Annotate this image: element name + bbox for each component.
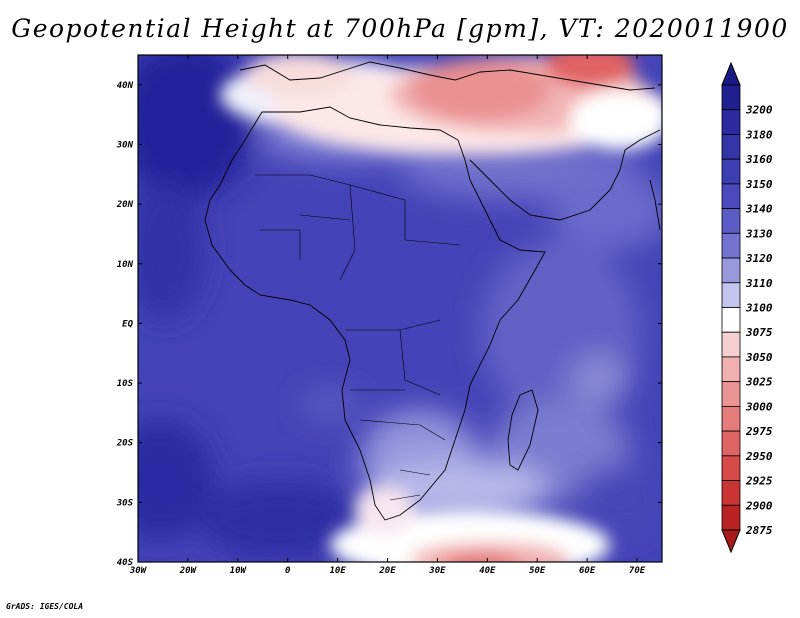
- lon-tick-label: 20W: [179, 566, 198, 576]
- map-title: Geopotential Height at 700hPa [gpm], VT:…: [11, 14, 789, 43]
- lon-tick-label: 20E: [378, 566, 396, 576]
- lon-tick-label: 60E: [579, 566, 596, 576]
- colorbar-swatch: [721, 158, 741, 185]
- colorbar-swatch: [721, 356, 741, 383]
- colorbar-swatch: [721, 381, 741, 407]
- colorbar-label: 3140: [745, 203, 773, 216]
- colorbar: 3200 3180 3160 3150 3140 3130 3120 3110 3100 3075…: [721, 61, 773, 554]
- colorbar-label: 3110: [745, 277, 773, 290]
- colorbar-swatch: [721, 307, 741, 333]
- colorbar-label: 2925: [745, 475, 773, 488]
- lat-tick-label: 40S: [117, 558, 134, 568]
- colorbar-label: 3075: [745, 326, 773, 339]
- colorbar-label: 3120: [745, 252, 773, 265]
- colorbar-label: 3160: [745, 153, 773, 166]
- colorbar-swatch: [721, 504, 741, 531]
- longitude-axis: 30W 20W 10W 0 10E 20E 30E 40E 50E 60E 70E: [129, 55, 646, 576]
- lon-tick-label: 70E: [629, 566, 646, 576]
- lat-tick-label: 20N: [116, 200, 134, 210]
- colorbar-label: 3150: [745, 178, 773, 191]
- colorbar-swatch: [721, 282, 741, 308]
- latitude-axis: 40N 30N 20N 10N EQ 10S 20S 30S 40S: [116, 81, 662, 568]
- colorbar-swatch: [721, 109, 741, 135]
- colorbar-swatch: [721, 232, 741, 259]
- lon-tick-label: 50E: [529, 566, 546, 576]
- lat-tick-label: 20S: [116, 439, 134, 449]
- colorbar-label: 3130: [745, 227, 773, 240]
- grads-credit: GrADS: IGES/COLA: [6, 602, 84, 611]
- lon-tick-label: 0: [285, 566, 291, 576]
- colorbar-swatch: [721, 430, 741, 457]
- lat-tick-label: 40N: [117, 81, 134, 91]
- plot-frame: [137, 54, 663, 563]
- europe-coastline: [239, 61, 656, 91]
- lon-tick-label: 10W: [230, 566, 248, 576]
- colorbar-min-arrow: [721, 529, 741, 554]
- lat-tick-label: 10N: [117, 260, 134, 270]
- colorbar-swatch: [721, 84, 741, 111]
- colorbar-label: 2975: [745, 425, 773, 438]
- colorbar-label: 2875: [745, 524, 773, 537]
- lat-tick-label: 10S: [117, 379, 134, 389]
- colorbar-swatch: [721, 480, 741, 506]
- colorbar-label: 3050: [745, 351, 773, 364]
- colorbar-label: 3180: [745, 128, 773, 141]
- country-borders: [255, 174, 461, 501]
- colorbar-label: 3025: [745, 376, 773, 389]
- colorbar-swatch: [721, 455, 741, 481]
- madagascar-coastline: [507, 389, 539, 471]
- colorbar-label: 2900: [745, 499, 773, 512]
- colorbar-swatch: [721, 134, 741, 160]
- lon-tick-label: 10E: [329, 566, 346, 576]
- colorbar-swatch: [721, 208, 741, 234]
- colorbar-swatch: [721, 257, 741, 284]
- lon-tick-label: 40E: [479, 566, 496, 576]
- colorbar-swatch: [721, 405, 741, 432]
- coastlines-layer: [204, 61, 661, 521]
- colorbar-swatch: [721, 183, 741, 210]
- colorbar-max-arrow: [721, 61, 741, 86]
- colorbar-label: 3000: [745, 400, 773, 413]
- lat-tick-label: 30N: [116, 140, 134, 150]
- lat-tick-label: 30S: [116, 498, 134, 508]
- lon-tick-label: 30W: [129, 566, 148, 576]
- field-anomalies: [220, 55, 662, 562]
- lat-tick-label: EQ: [122, 319, 133, 329]
- arabia-coastline: [469, 129, 661, 221]
- colorbar-swatch: [721, 331, 741, 358]
- colorbar-label: 2950: [745, 450, 773, 463]
- india-coastline: [649, 179, 661, 231]
- colorbar-label: 3200: [745, 104, 773, 117]
- geopotential-height-field: [138, 55, 662, 562]
- lon-tick-label: 30E: [428, 566, 446, 576]
- colorbar-label: 3100: [745, 302, 773, 315]
- africa-coastline: [204, 106, 546, 521]
